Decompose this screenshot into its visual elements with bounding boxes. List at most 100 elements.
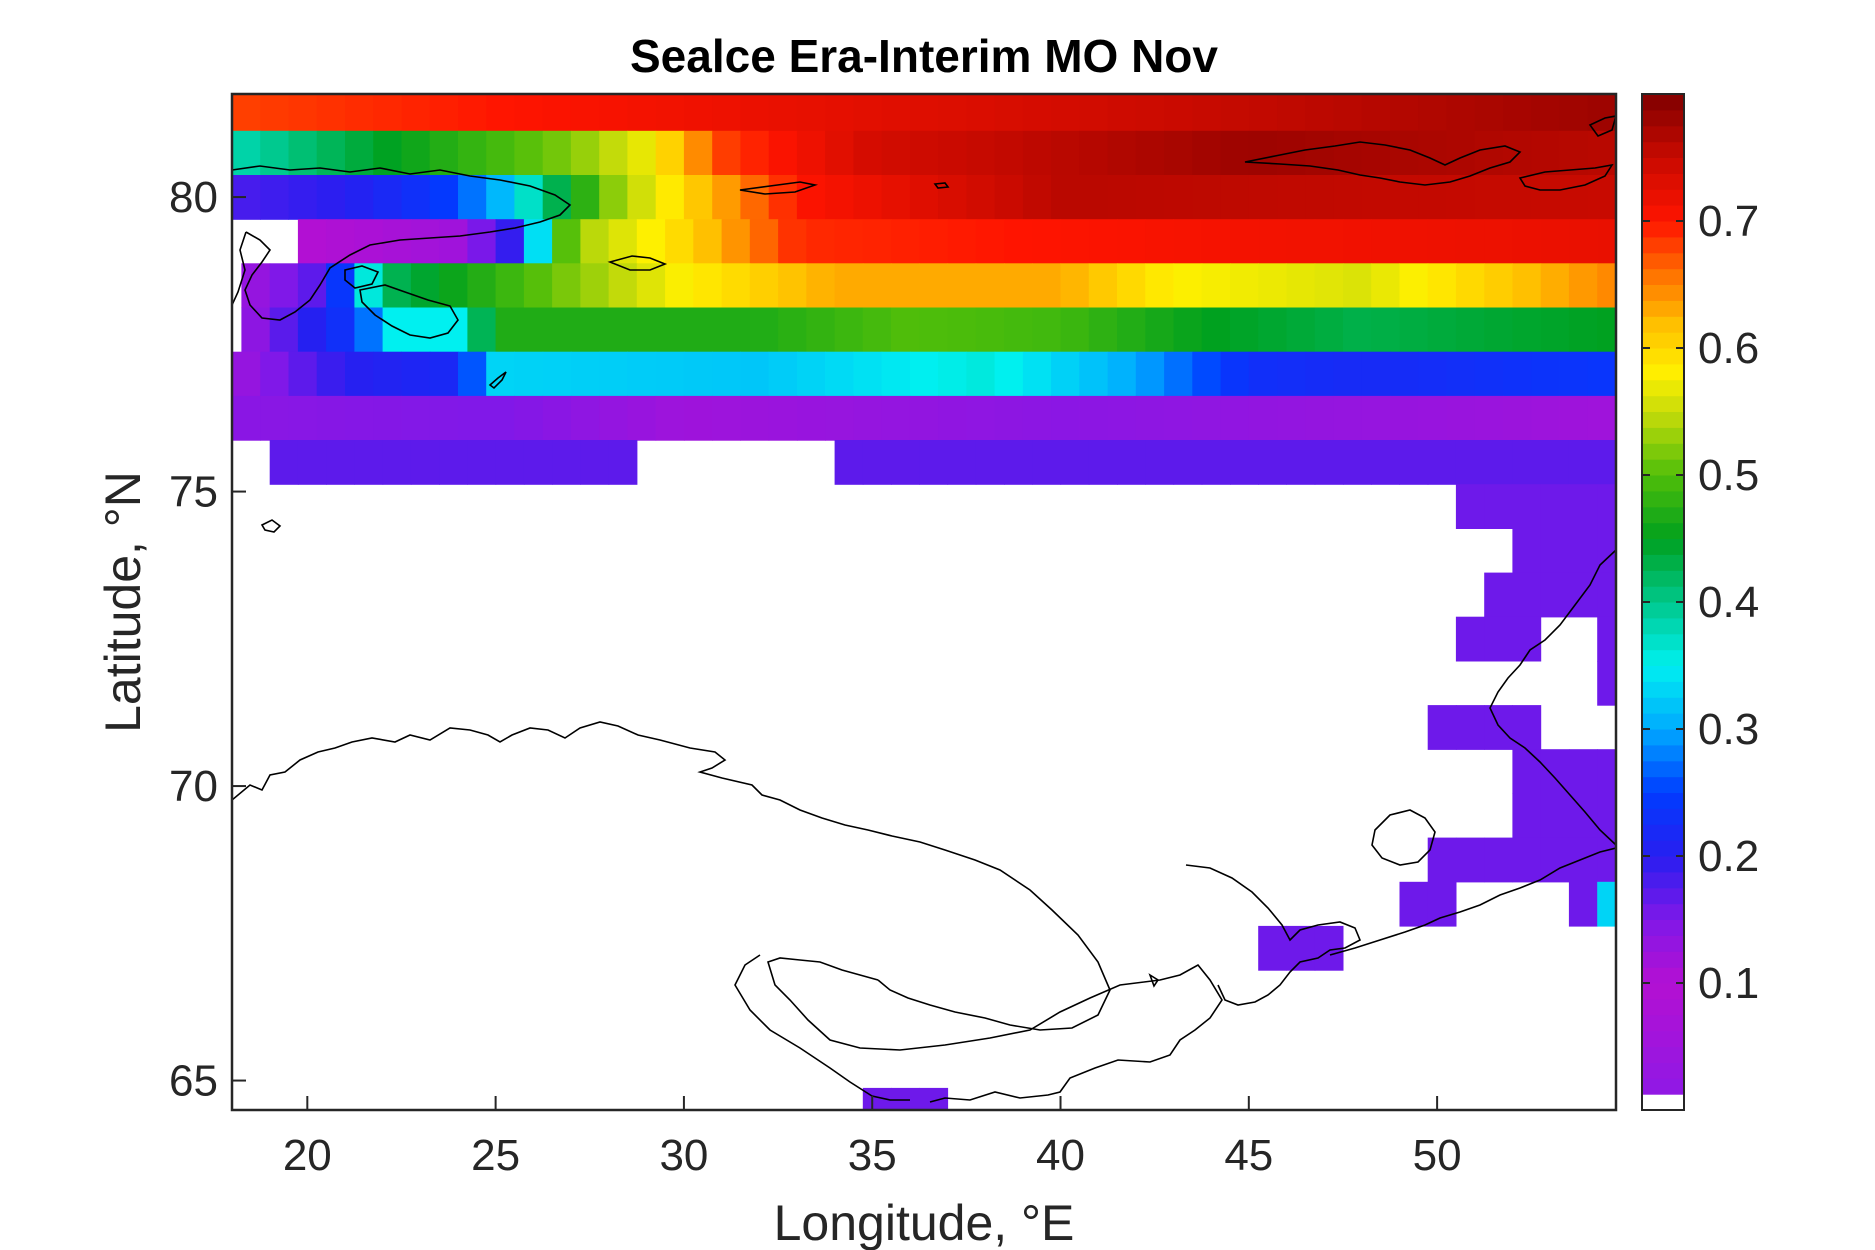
ice-cell (1107, 351, 1137, 397)
ice-cell (655, 351, 685, 397)
ice-cell (1135, 175, 1165, 220)
ice-cell (495, 307, 525, 353)
ice-cell (1314, 307, 1344, 353)
ice-cell (1540, 572, 1570, 618)
ice-cell (1286, 263, 1316, 309)
ice-cell (740, 130, 770, 176)
ice-cell (1248, 94, 1278, 132)
ice-cell (1164, 175, 1193, 220)
ice-cell (655, 94, 685, 132)
ice-cell (1446, 175, 1476, 220)
colorbar-swatch (1642, 998, 1684, 1016)
ice-cell (712, 395, 741, 441)
ice-cell (909, 94, 939, 132)
chart-title: Sealce Era-Interim MO Nov (630, 30, 1218, 82)
ice-cell (260, 395, 289, 441)
ice-cell (1597, 440, 1616, 485)
ice-cell (947, 263, 977, 309)
ice-cell (683, 351, 713, 397)
colorbar-swatch (1642, 205, 1684, 222)
colorbar-swatch (1642, 300, 1684, 317)
ice-cell (1032, 263, 1062, 309)
ice-cell (514, 351, 544, 397)
ice-cell (778, 219, 807, 264)
ice-cell (768, 351, 798, 397)
ice-cell (1455, 837, 1485, 883)
ice-cell (1286, 440, 1316, 485)
ice-cell (458, 175, 487, 220)
ice-cell (1004, 263, 1033, 309)
ice-cell (354, 219, 384, 264)
ice-cell (834, 307, 864, 353)
svalbard-south (232, 165, 572, 321)
ice-cell (1004, 307, 1033, 353)
ice-cell (1531, 351, 1561, 397)
ice-cell (1343, 263, 1372, 309)
x-tick-label: 40 (1036, 1131, 1085, 1180)
ice-cell (288, 395, 318, 441)
ice-cell (853, 130, 883, 176)
ice-cell (1455, 219, 1485, 264)
ice-cell (825, 351, 854, 397)
colorbar-swatch (1642, 919, 1684, 936)
ice-cell (1455, 705, 1485, 750)
ice-cell (458, 130, 487, 176)
colorbar-swatch (1642, 729, 1684, 746)
ice-cell (1503, 395, 1532, 441)
ice-cell (1258, 307, 1287, 353)
ice-cell (1361, 395, 1391, 441)
ice-cell (1587, 94, 1616, 132)
ice-cell (796, 94, 826, 132)
ice-cell (1597, 749, 1616, 794)
y-tick-label: 80 (169, 173, 218, 222)
ice-cell (768, 94, 798, 132)
ice-cell (778, 263, 807, 309)
ice-cell (966, 94, 996, 132)
ice-cell (1145, 307, 1175, 353)
ice-cell (1164, 94, 1193, 132)
ice-cell (1559, 175, 1589, 220)
ice-cell (241, 307, 271, 353)
ice-cell (919, 440, 949, 485)
ice-cell (599, 175, 628, 220)
ice-cell (1399, 219, 1429, 264)
ice-cell (1418, 94, 1448, 132)
kola-lake-a (1148, 973, 1160, 988)
ice-cell (862, 307, 892, 353)
ice-cell (1192, 130, 1222, 176)
ice-cell (1333, 175, 1363, 220)
ice-cell (1277, 94, 1306, 132)
ice-cell (570, 130, 600, 176)
ice-cell (599, 94, 628, 132)
ice-cell (740, 94, 770, 132)
ice-cell (1446, 395, 1476, 441)
ice-cell (683, 395, 713, 441)
ice-cell (1512, 219, 1542, 264)
ice-cell (1343, 440, 1372, 485)
ice-cell (1258, 219, 1287, 264)
ice-cell (966, 130, 996, 176)
ice-cell (881, 395, 911, 441)
ice-cell (1314, 219, 1344, 264)
ice-cell (881, 351, 911, 397)
ice-cell (1512, 307, 1542, 353)
ice-cell (467, 307, 497, 353)
ice-cell (1559, 395, 1589, 441)
ice-cell (1333, 130, 1363, 176)
ice-cell (1427, 263, 1457, 309)
ice-cell (1079, 130, 1109, 176)
colorbar-swatch (1642, 967, 1684, 984)
white-sea-south (734, 954, 910, 1101)
ice-cell (806, 307, 836, 353)
ice-cell (1474, 175, 1504, 220)
colorbar-tick-label: 0.2 (1698, 832, 1759, 881)
ice-cell (1192, 94, 1222, 132)
y-axis-label: Latitude, °N (95, 471, 151, 733)
ice-cell (1361, 351, 1391, 397)
ice-cell (467, 219, 497, 264)
ice-cell (486, 395, 515, 441)
ice-cell (1220, 351, 1250, 397)
ice-cell (1559, 351, 1589, 397)
ice-cell (1568, 528, 1598, 574)
ice-cell (1060, 219, 1090, 264)
